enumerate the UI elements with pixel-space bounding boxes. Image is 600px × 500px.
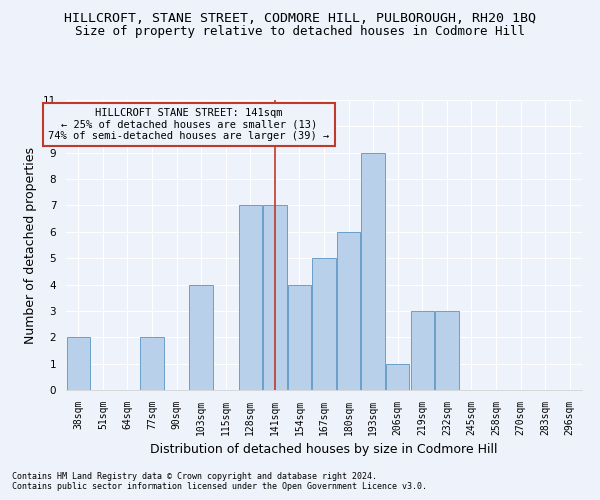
Text: Contains public sector information licensed under the Open Government Licence v3: Contains public sector information licen… <box>12 482 427 491</box>
Text: Size of property relative to detached houses in Codmore Hill: Size of property relative to detached ho… <box>75 25 525 38</box>
Bar <box>67 338 90 390</box>
Bar <box>288 284 311 390</box>
Text: HILLCROFT, STANE STREET, CODMORE HILL, PULBOROUGH, RH20 1BQ: HILLCROFT, STANE STREET, CODMORE HILL, P… <box>64 12 536 26</box>
Bar <box>140 338 164 390</box>
Bar <box>190 284 213 390</box>
Bar <box>361 152 385 390</box>
Bar <box>313 258 335 390</box>
Bar <box>435 311 458 390</box>
Y-axis label: Number of detached properties: Number of detached properties <box>25 146 37 344</box>
Text: HILLCROFT STANE STREET: 141sqm
← 25% of detached houses are smaller (13)
74% of : HILLCROFT STANE STREET: 141sqm ← 25% of … <box>48 108 329 141</box>
Bar <box>386 364 409 390</box>
Bar <box>337 232 360 390</box>
Bar <box>263 206 287 390</box>
Bar <box>239 206 262 390</box>
Bar <box>410 311 434 390</box>
Text: Contains HM Land Registry data © Crown copyright and database right 2024.: Contains HM Land Registry data © Crown c… <box>12 472 377 481</box>
X-axis label: Distribution of detached houses by size in Codmore Hill: Distribution of detached houses by size … <box>150 444 498 456</box>
